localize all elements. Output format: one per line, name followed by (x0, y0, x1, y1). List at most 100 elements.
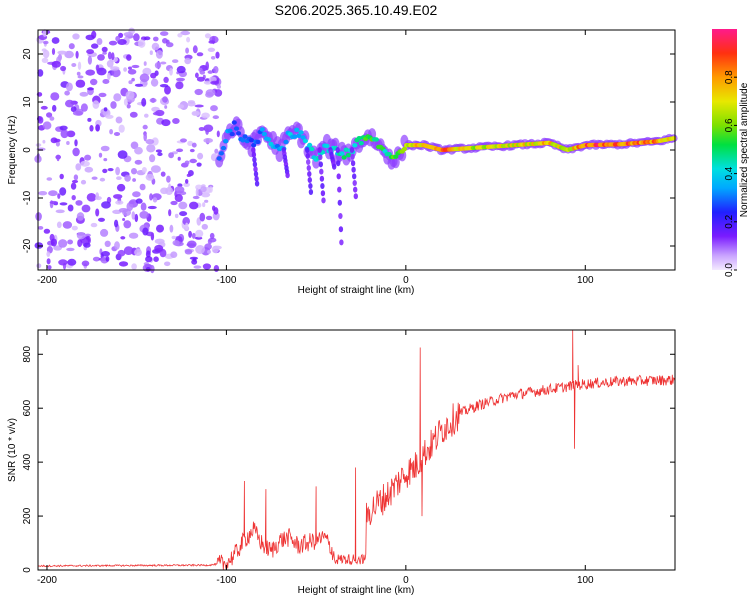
ridge-streak (319, 168, 324, 175)
noise-blob (152, 111, 161, 116)
noise-blob (153, 36, 159, 42)
x-tick-label: 100 (577, 275, 594, 286)
noise-blob (114, 219, 119, 228)
noise-blob (120, 236, 126, 240)
noise-blob (134, 83, 144, 87)
ridge-core (296, 133, 302, 138)
noise-blob (168, 209, 172, 217)
noise-blob (204, 33, 211, 39)
y-tick-label: 20 (22, 48, 33, 60)
noise-blob (75, 79, 86, 88)
noise-blob (166, 175, 171, 183)
noise-blob (210, 105, 218, 112)
noise-blob (169, 68, 173, 76)
x-tick-label: -200 (37, 575, 57, 586)
noise-blob (107, 72, 111, 81)
noise-blob (149, 50, 153, 55)
noise-blob (96, 38, 103, 45)
noise-blob (87, 117, 92, 122)
noise-blob (98, 92, 107, 98)
ridge-core (251, 143, 257, 148)
noise-blob (122, 218, 126, 221)
noise-blob (150, 165, 161, 173)
noise-blob (127, 69, 137, 75)
noise-blob (37, 69, 44, 77)
noise-blob (116, 183, 126, 192)
ridge-core (356, 136, 362, 141)
noise-blob (156, 224, 164, 233)
noise-blob (146, 144, 156, 153)
noise-blob (57, 50, 67, 55)
noise-blob (42, 29, 47, 37)
noise-blob (186, 36, 191, 43)
noise-blob (210, 56, 216, 60)
noise-blob (73, 174, 79, 181)
noise-blob (126, 54, 132, 61)
noise-blob (195, 245, 206, 254)
ridge-streak (254, 175, 259, 182)
noise-blob (123, 67, 127, 72)
noise-blob (38, 191, 48, 196)
noise-blob (143, 61, 147, 66)
noise-blob (110, 101, 117, 109)
noise-blob (58, 239, 68, 248)
noise-blob (55, 209, 65, 214)
ridge-streak (350, 153, 355, 160)
ridge-core (227, 128, 233, 133)
ridge-streak (307, 177, 312, 183)
noise-blob (76, 232, 86, 240)
noise-blob (195, 188, 199, 197)
ridge-core (324, 143, 330, 149)
ridge-streak (305, 147, 310, 153)
noise-blob (134, 159, 143, 165)
noise-blob (70, 182, 77, 190)
ridge-core (255, 139, 261, 145)
ridge-streak (252, 161, 258, 168)
noise-blob (113, 209, 119, 214)
noise-blob (193, 265, 202, 269)
noise-blob (134, 146, 143, 155)
noise-blob (103, 107, 108, 112)
ridge-streak (285, 172, 290, 179)
ridge-core (236, 131, 242, 136)
noise-blob (86, 193, 97, 202)
noise-blob (175, 81, 184, 90)
noise-blob (51, 37, 60, 44)
noise-blob (213, 66, 219, 74)
noise-blob (95, 208, 100, 217)
noise-blob (197, 152, 204, 160)
noise-blob (177, 156, 181, 161)
ridge-core (259, 127, 265, 132)
noise-blob (83, 242, 91, 248)
ridge-streak (308, 189, 314, 195)
ridge-streak (335, 147, 340, 153)
noise-blob (164, 85, 171, 95)
noise-blob (204, 199, 209, 203)
noise-blob (149, 193, 153, 201)
noise-blob (102, 168, 108, 174)
noise-blob (58, 259, 68, 266)
noise-blob (160, 171, 166, 177)
noise-blob (91, 176, 98, 180)
noise-blob (80, 179, 87, 185)
ridge-core (266, 137, 272, 142)
noise-blob (91, 30, 97, 39)
noise-blob (128, 232, 139, 239)
noise-blob (187, 101, 196, 107)
noise-blob (68, 43, 75, 50)
noise-blob (178, 201, 188, 210)
noise-blob (107, 51, 112, 60)
noise-blob (150, 78, 159, 87)
noise-blob (72, 110, 83, 116)
noise-blob (192, 45, 198, 54)
noise-blob (113, 132, 121, 136)
noise-blob (215, 51, 220, 59)
noise-blob (139, 211, 149, 219)
noise-blob (79, 91, 89, 97)
noise-blob (46, 251, 51, 257)
noise-blob (71, 179, 79, 184)
noise-blob (161, 119, 171, 127)
noise-blob (180, 138, 187, 143)
ridge-streak (353, 193, 358, 200)
noise-blob (174, 186, 185, 194)
